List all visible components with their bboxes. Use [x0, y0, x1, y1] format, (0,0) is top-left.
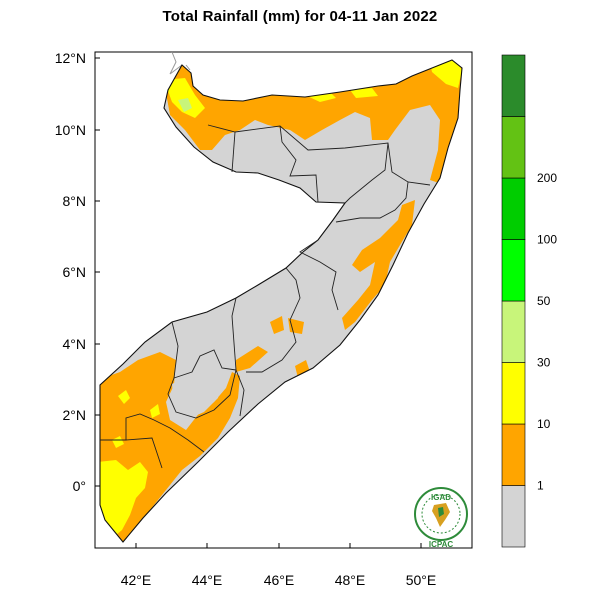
legend-swatch-3: [501, 300, 526, 363]
legend-swatch-7: [501, 54, 526, 117]
lat-label-10n: 10°N: [55, 122, 86, 138]
rain-class-10-30-lower-juba: [112, 390, 160, 448]
legend-colorbar: [501, 54, 526, 548]
neighbor-borders: [169, 51, 191, 75]
rain-class-1-10-galmudug: [285, 158, 310, 170]
icpac-logo: IGAD ICPAC: [414, 487, 468, 549]
legend-swatch-0: [501, 485, 526, 548]
logo-laurel: [421, 494, 461, 534]
legend-swatch-5: [501, 177, 526, 240]
lon-label-42e: 42°E: [121, 572, 152, 588]
lat-label-8n: 8°N: [63, 193, 87, 209]
lon-label-48e: 48°E: [335, 572, 366, 588]
legend-swatch-1: [501, 423, 526, 486]
legend-label-100: 100: [537, 233, 557, 247]
rain-class-10-30-south: [100, 460, 148, 540]
lat-label-12n: 12°N: [55, 50, 86, 66]
lat-label-0: 0°: [73, 478, 86, 494]
lon-label-44e: 44°E: [192, 572, 223, 588]
lon-axis: [135, 543, 422, 548]
lat-label-6n: 6°N: [63, 264, 87, 280]
rain-class-10-30-nw: [164, 78, 205, 118]
legend-swatch-6: [501, 116, 526, 179]
legend-swatch-4: [501, 239, 526, 302]
legend-label-1: 1: [537, 479, 544, 493]
map-title: Total Rainfall (mm) for 04-11 Jan 2022: [162, 8, 438, 25]
legend-label-30: 30: [537, 356, 551, 370]
lon-label-46e: 46°E: [264, 572, 295, 588]
legend-labels: 1 10 30 50 100 200: [537, 171, 557, 493]
igad-region-icon: [438, 507, 444, 517]
legend-swatch-2: [501, 362, 526, 425]
rain-class-30-50-nw: [178, 98, 192, 112]
legend-label-10: 10: [537, 417, 551, 431]
lat-label-4n: 4°N: [63, 336, 87, 352]
logo-icpac-text: ICPAC: [429, 540, 454, 549]
rain-class-below-1-south: [172, 372, 222, 420]
lon-label-50e: 50°E: [406, 572, 437, 588]
admin-borders: [100, 124, 431, 469]
lat-label-2n: 2°N: [63, 407, 87, 423]
logo-igad-text: IGAD: [431, 493, 451, 502]
rain-class-1-10-central: [236, 316, 310, 378]
rain-class-1-10-east: [342, 200, 415, 330]
legend-label-200: 200: [537, 171, 557, 185]
legend-label-50: 50: [537, 294, 551, 308]
lat-axis: [95, 57, 100, 487]
